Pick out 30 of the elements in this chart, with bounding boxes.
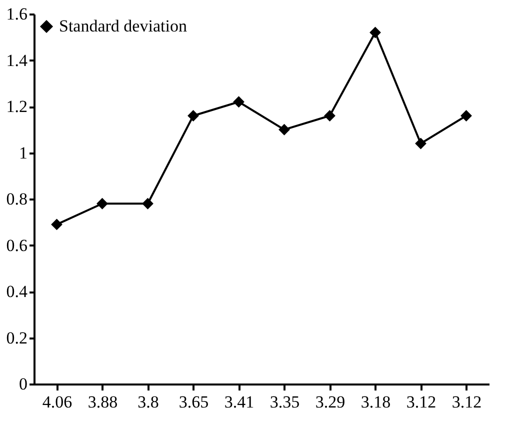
x-tick-label: 3.35 bbox=[270, 392, 300, 412]
point bbox=[415, 138, 426, 150]
x-tick-label: 3.12 bbox=[452, 392, 482, 412]
legend-label: Standard deviation bbox=[59, 16, 188, 36]
x-tick-label: 3.88 bbox=[88, 392, 118, 412]
point bbox=[188, 110, 199, 122]
y-tick-label: 1 bbox=[19, 143, 28, 162]
point bbox=[51, 218, 62, 230]
x-tick-label: 3.41 bbox=[224, 392, 254, 412]
point bbox=[370, 26, 381, 38]
y-tick-label: 0 bbox=[19, 374, 28, 394]
point bbox=[96, 198, 108, 210]
y-tick-label: 0.4 bbox=[6, 282, 28, 301]
point bbox=[278, 124, 290, 136]
point bbox=[142, 198, 154, 210]
y-tick-label: 0.2 bbox=[6, 328, 28, 348]
x-tick-label: 3.65 bbox=[178, 392, 209, 412]
y-tick-label: 1.6 bbox=[6, 4, 28, 24]
x-tick-label: 3.12 bbox=[406, 392, 436, 412]
x-tick-label: 3.18 bbox=[360, 392, 391, 412]
y-tick-label: 0.8 bbox=[6, 190, 28, 208]
point bbox=[324, 110, 336, 122]
point bbox=[460, 110, 472, 122]
x-tick-label: 3.29 bbox=[315, 392, 346, 412]
x-tick-label: 3.8 bbox=[138, 392, 159, 412]
y-tick-label: 0.6 bbox=[6, 236, 28, 255]
y-tick-label: 1.2 bbox=[6, 97, 28, 116]
y-tick-label: 1.4 bbox=[6, 50, 28, 70]
x-tick-label: 4.06 bbox=[42, 392, 72, 412]
point bbox=[233, 96, 244, 108]
